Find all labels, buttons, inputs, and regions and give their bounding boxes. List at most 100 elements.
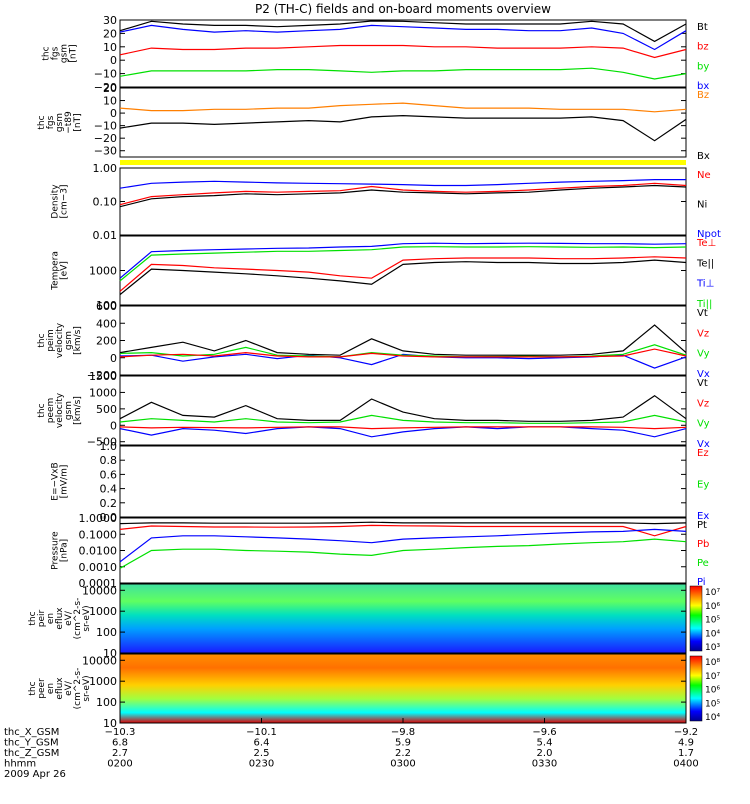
y-axis-label: thc: [28, 611, 38, 625]
y-tick-label: 1.0000: [79, 512, 118, 525]
y-axis-label: peem: [46, 398, 56, 424]
y-tick-label: −20: [94, 132, 117, 145]
y-axis-label: gsm: [60, 44, 70, 63]
y-tick-label: 1000: [89, 675, 117, 688]
series-line-Ti||: [119, 246, 687, 282]
y-tick-label: 30: [103, 14, 117, 27]
footer-z-value: 2.2: [395, 748, 411, 759]
series-line-Npot: [119, 179, 686, 189]
footer-row-label: 2009 Apr 26: [4, 769, 66, 780]
y-axis-label: [nT]: [73, 113, 83, 131]
colorbar-tick-label: 10⁸: [705, 658, 720, 668]
colorbar-peir_spectrogram: 10⁷ 10⁶ 10⁵ 10⁴ 10³: [689, 585, 720, 653]
series-line-Te||: [119, 259, 687, 296]
panel-peir_spectrogram: 10⁷ 10⁶ 10⁵ 10⁴ 10³ 10000 1000 100 10 thc peir en ef…: [28, 583, 720, 660]
y-tick-label: 0.01: [93, 229, 118, 242]
footer-y-value: 6.4: [254, 738, 270, 749]
colorbar-tick-label: 10³: [705, 643, 720, 653]
y-axis-label: thc: [42, 46, 52, 60]
legend-entry: Pb: [697, 539, 709, 550]
y-tick-label: 100: [96, 299, 117, 312]
y-axis-label: (cm^2-s-: [73, 598, 83, 640]
legend-entry: Vt: [697, 308, 708, 319]
y-tick-label: 10: [103, 41, 117, 54]
y-tick-label: 0: [110, 107, 117, 120]
footer-row-label: thc_X_GSM: [4, 727, 59, 738]
y-axis-label: eflux: [55, 607, 65, 630]
series-line-Vz: [119, 426, 687, 430]
legend-entry: Vt: [697, 378, 708, 389]
y-axis-label: en: [46, 683, 56, 694]
y-axis-label: velocity: [55, 322, 65, 358]
colorbar-tick-label: 10⁶: [705, 602, 720, 612]
y-axis-label: Density: [51, 184, 61, 219]
legend-entry: Npot: [697, 229, 721, 240]
legend-entry: bx: [697, 81, 709, 92]
y-tick-label: −10: [94, 120, 117, 133]
footer-time-value: 0230: [249, 759, 274, 770]
y-axis-label: en: [46, 613, 56, 624]
y-axis-label: Tempera: [51, 251, 61, 291]
series-line-Pe: [119, 538, 687, 569]
panel-e_vxb: 1.00.80.6 0.40.20.0 E=−VxB [mV/m] Ez Ey Ex: [51, 440, 710, 524]
y-tick-label: 1.00: [93, 162, 118, 175]
series-line-by: [119, 67, 687, 80]
series-line-Vz: [119, 348, 687, 358]
y-axis-label: peim: [46, 329, 56, 352]
footer-y-value: 4.9: [678, 738, 694, 749]
y-tick-label: 1000: [89, 605, 117, 618]
panel-peer_spectrogram: 10⁸ 10⁷ 10⁶ 10⁵ 10⁴ 10000 1000 100 10 thc peer en ef…: [28, 653, 720, 730]
y-tick-label: 20: [103, 82, 117, 95]
y-axis-label: [eV]: [60, 261, 70, 280]
legend-entry: Pe: [697, 558, 709, 569]
panel-density: 1.00 0.10 0.01 Density [cm−3] Ne Ni Npot: [51, 162, 721, 242]
y-tick-label: 1000: [89, 386, 117, 399]
legend-entry: Te⊥: [696, 238, 716, 249]
y-axis-label: eflux: [55, 677, 65, 700]
y-tick-label: −200: [87, 369, 117, 382]
legend-entry: Ne: [697, 170, 711, 181]
y-tick-label: 0.8: [100, 454, 118, 467]
legend-entry: Ni: [697, 200, 707, 211]
footer-x-value: −10.3: [105, 727, 136, 738]
y-tick-label: 0.2: [100, 497, 118, 510]
series-line-bz: [119, 44, 687, 59]
legend-entry: Vx: [697, 439, 710, 450]
y-axis-label: [cm−3]: [60, 184, 70, 218]
y-tick-label: 200: [96, 335, 117, 348]
y-tick-label: 0.1000: [79, 528, 118, 541]
y-tick-label: 0: [110, 54, 117, 67]
footer-row-label: hhmm: [4, 759, 36, 770]
series-line-Vx: [119, 426, 687, 438]
y-axis-label: thc: [28, 681, 38, 695]
series-line-Vy: [119, 414, 687, 424]
y-tick-label: −30: [94, 145, 117, 158]
footer-time-value: 0200: [107, 759, 132, 770]
y-tick-label: 0: [110, 419, 117, 432]
y-axis-label: peir: [37, 609, 47, 627]
y-axis-label: gsm: [64, 331, 74, 350]
y-axis-label: eV/: [64, 680, 74, 696]
legend-entry: Vy: [697, 349, 710, 360]
y-axis-label: gsm: [55, 113, 65, 132]
footer-x-value: −9.2: [674, 727, 698, 738]
y-tick-label: 1000: [89, 265, 117, 278]
colorbar-peer_spectrogram: 10⁸ 10⁷ 10⁶ 10⁵ 10⁴: [689, 655, 720, 723]
legend-entry: Ex: [697, 511, 709, 522]
y-tick-label: 1.0: [100, 440, 118, 453]
panel-eesa_velocity: 600 400 200 0 −200 thc peim velocity gsm [km/s] Vt…: [37, 300, 710, 382]
y-tick-label: 0.6: [100, 468, 118, 481]
legend-entry: bz: [697, 42, 709, 53]
y-tick-label: 100: [96, 626, 117, 639]
y-axis-label: [mV/m]: [60, 465, 70, 499]
footer-y-value: 6.8: [112, 738, 128, 749]
legend-entry: Bx: [697, 151, 710, 162]
panel-frame: [119, 445, 687, 518]
footer-z-value: 2.5: [254, 748, 270, 759]
panel-frame: [119, 19, 687, 88]
y-axis-label: [nT]: [69, 44, 79, 62]
y-axis-label: [nPa]: [60, 539, 70, 562]
footer-y-value: 5.9: [395, 738, 411, 749]
